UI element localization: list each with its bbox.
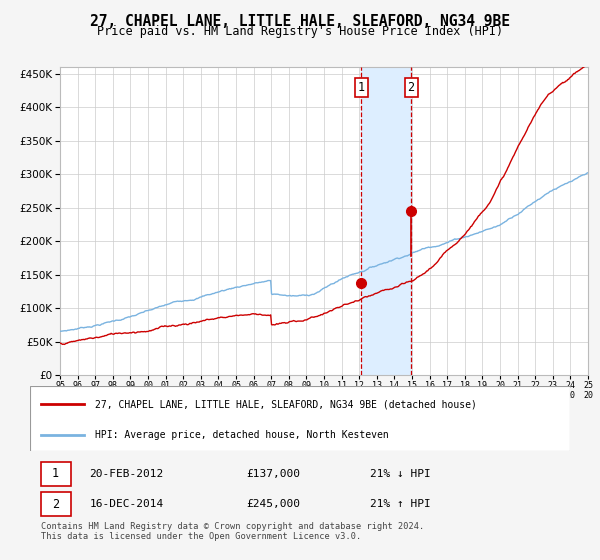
- Text: Contains HM Land Registry data © Crown copyright and database right 2024.
This d: Contains HM Land Registry data © Crown c…: [41, 522, 424, 542]
- Text: 1: 1: [52, 467, 59, 480]
- Text: £137,000: £137,000: [246, 469, 300, 479]
- Text: 2: 2: [52, 498, 59, 511]
- Text: 27, CHAPEL LANE, LITTLE HALE, SLEAFORD, NG34 9BE (detached house): 27, CHAPEL LANE, LITTLE HALE, SLEAFORD, …: [95, 399, 476, 409]
- Text: 1: 1: [358, 81, 365, 94]
- Text: 27, CHAPEL LANE, LITTLE HALE, SLEAFORD, NG34 9BE: 27, CHAPEL LANE, LITTLE HALE, SLEAFORD, …: [90, 14, 510, 29]
- Text: Price paid vs. HM Land Registry's House Price Index (HPI): Price paid vs. HM Land Registry's House …: [97, 25, 503, 38]
- FancyBboxPatch shape: [41, 461, 71, 486]
- Text: 2: 2: [407, 81, 415, 94]
- Text: 21% ↑ HPI: 21% ↑ HPI: [370, 499, 431, 509]
- FancyBboxPatch shape: [41, 492, 71, 516]
- Text: 20-FEB-2012: 20-FEB-2012: [89, 469, 164, 479]
- Text: 16-DEC-2014: 16-DEC-2014: [89, 499, 164, 509]
- Text: £245,000: £245,000: [246, 499, 300, 509]
- FancyBboxPatch shape: [30, 386, 570, 451]
- Bar: [361, 67, 411, 375]
- Text: 21% ↓ HPI: 21% ↓ HPI: [370, 469, 431, 479]
- Text: HPI: Average price, detached house, North Kesteven: HPI: Average price, detached house, Nort…: [95, 430, 389, 440]
